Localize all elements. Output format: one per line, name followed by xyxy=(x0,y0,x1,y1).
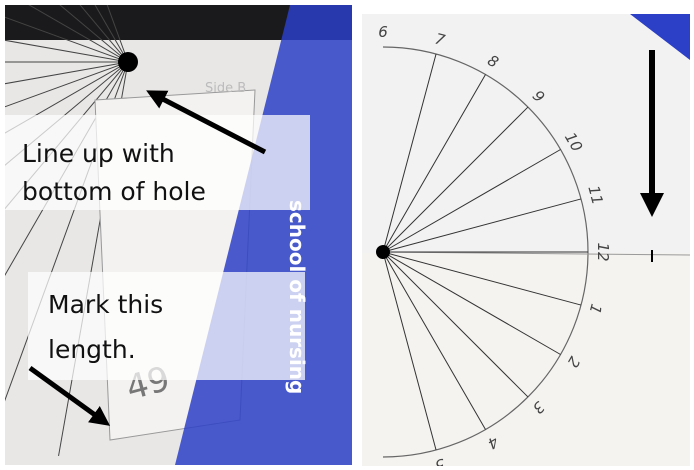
screenshot: Side B 49 school of nursing Line up with… xyxy=(0,0,694,470)
caption-line: length. xyxy=(48,335,136,364)
caption-line: Mark this xyxy=(48,290,163,319)
hole xyxy=(376,245,390,259)
right-photo: 6789101112123456 xyxy=(362,14,690,470)
caption-line: bottom of hole xyxy=(22,177,206,206)
paper-lower xyxy=(362,253,690,466)
hour-label: 6 xyxy=(378,23,388,41)
caption-line: Line up with xyxy=(22,139,175,168)
hole xyxy=(118,52,138,72)
side-label: Side B xyxy=(205,81,246,96)
left-photo: Side B 49 school of nursing Line up with… xyxy=(0,0,352,465)
hour-label: 12 xyxy=(594,242,612,261)
